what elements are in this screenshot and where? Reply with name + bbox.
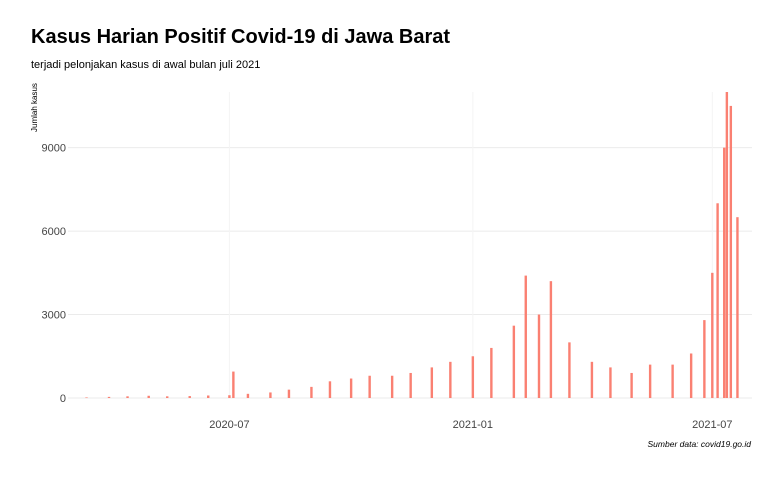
bar (590, 361, 594, 398)
bar (736, 217, 739, 398)
bar (287, 389, 291, 398)
bar (269, 392, 272, 398)
bar (648, 364, 652, 398)
bar (147, 395, 150, 398)
y-tick-label: 6000 (42, 226, 66, 238)
bar (524, 275, 527, 398)
bar (716, 203, 719, 398)
bar (449, 361, 452, 398)
bar (512, 325, 516, 398)
bar (166, 396, 169, 398)
bar (609, 367, 612, 398)
bar (723, 147, 726, 398)
chart-subtitle: terjadi pelonjakan kasus di awal bulan j… (31, 59, 261, 71)
source-caption: Sumber data: covid19.go.id (647, 439, 751, 449)
y-tick-label: 9000 (42, 143, 66, 155)
x-tick-label: 2020-07 (209, 419, 249, 431)
bar (490, 347, 493, 398)
bar-series (85, 92, 739, 399)
bar (537, 314, 541, 398)
bar (703, 320, 706, 398)
bar (328, 381, 332, 398)
x-axis-ticks: 2020-07 2021-01 2021-07 (209, 419, 732, 431)
y-axis-ticks: 0 3000 6000 9000 (42, 143, 66, 405)
bar (310, 386, 313, 398)
y-tick-label: 3000 (42, 310, 66, 322)
bar (471, 356, 475, 398)
bar (107, 396, 111, 398)
y-axis-label: Jumlah kasus (30, 83, 39, 132)
x-tick-label: 2021-07 (692, 419, 732, 431)
bar (368, 375, 371, 398)
bar (126, 396, 129, 398)
x-tick-label: 2021-01 (453, 419, 493, 431)
bar (689, 353, 693, 398)
gridlines (68, 92, 752, 399)
bar (711, 272, 714, 398)
chart-title: Kasus Harian Positif Covid-19 di Jawa Ba… (31, 26, 451, 48)
bar (85, 397, 88, 399)
bar (390, 375, 394, 398)
bar (729, 105, 733, 398)
bar (430, 367, 434, 398)
bar (409, 372, 412, 398)
bar (246, 393, 250, 398)
bar (630, 372, 633, 398)
bar (232, 371, 235, 398)
bar (188, 396, 191, 398)
bar (207, 395, 210, 398)
bar (349, 378, 353, 398)
bar (671, 364, 674, 398)
bar (549, 281, 553, 398)
y-tick-label: 0 (60, 393, 66, 405)
bar (725, 92, 729, 398)
bar (228, 395, 231, 398)
bar (568, 342, 571, 398)
